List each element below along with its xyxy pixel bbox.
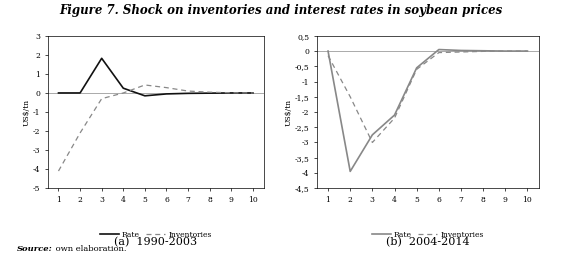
Text: (b)  2004-2014: (b) 2004-2014 <box>386 237 470 247</box>
Y-axis label: US$/tn: US$/tn <box>285 99 293 125</box>
Legend: Rate, Inventories: Rate, Inventories <box>369 228 487 242</box>
Text: Source:: Source: <box>17 246 53 253</box>
Text: (a)  1990-2003: (a) 1990-2003 <box>114 237 197 247</box>
Y-axis label: US$/tn: US$/tn <box>23 99 31 125</box>
Text: own elaboration.: own elaboration. <box>53 246 127 253</box>
Legend: Rate, Inventories: Rate, Inventories <box>96 228 215 242</box>
Text: Figure 7. Shock on inventories and interest rates in soybean prices: Figure 7. Shock on inventories and inter… <box>59 4 502 17</box>
